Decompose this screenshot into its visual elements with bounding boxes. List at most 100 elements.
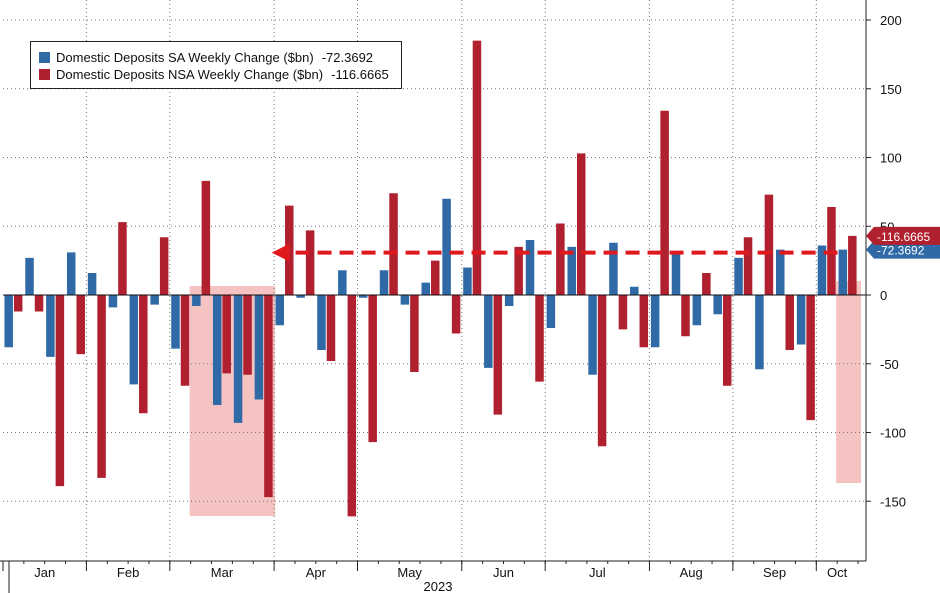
bar-sa: [4, 295, 13, 348]
bar-sa: [713, 295, 722, 315]
bar-sa: [838, 249, 848, 295]
bar-nsa: [681, 295, 690, 337]
bar-sa: [108, 295, 118, 308]
highlight-region-2: [836, 281, 862, 483]
bar-sa: [421, 282, 430, 295]
legend-item-nsa: Domestic Deposits NSA Weekly Change ($bn…: [39, 66, 389, 82]
bar-nsa: [97, 295, 106, 478]
bar-sa: [776, 249, 785, 295]
x-month-label: Sep: [763, 565, 786, 580]
bar-sa: [796, 295, 806, 345]
bar-nsa: [660, 110, 669, 295]
x-month-label: Mar: [211, 565, 234, 580]
bar-sa: [296, 295, 305, 298]
legend-label-nsa: Domestic Deposits NSA Weekly Change ($bn…: [56, 66, 324, 82]
bar-nsa: [576, 153, 586, 295]
bar-nsa: [201, 180, 211, 295]
bar-nsa: [34, 295, 44, 312]
bar-nsa: [55, 295, 65, 487]
bar-nsa: [764, 194, 774, 295]
bar-sa: [546, 295, 556, 328]
x-month-label: Jul: [589, 565, 606, 580]
bar-nsa: [535, 295, 544, 382]
bar-nsa: [493, 295, 503, 415]
bar-nsa: [702, 273, 711, 295]
bar-sa: [630, 286, 639, 295]
bar-nsa: [243, 295, 252, 375]
bar-sa: [504, 295, 514, 306]
x-month-label: Aug: [680, 565, 703, 580]
x-month-label: Feb: [117, 565, 139, 580]
bar-sa: [254, 295, 264, 400]
bar-sa: [442, 198, 451, 295]
last-value-tag-nsa: [866, 226, 940, 245]
bar-sa: [25, 257, 34, 295]
x-month-label: Apr: [306, 565, 327, 580]
bar-nsa: [597, 295, 607, 447]
bar-sa: [817, 245, 827, 295]
bar-sa: [379, 270, 389, 295]
bar-sa: [588, 295, 597, 375]
bar-nsa: [451, 295, 461, 334]
bar-sa: [358, 295, 368, 298]
y-tick-label: -100: [880, 426, 906, 441]
x-month-label: May: [397, 565, 422, 580]
y-tick-label: -150: [880, 494, 906, 509]
bar-sa: [66, 252, 76, 295]
bar-sa: [150, 295, 159, 305]
bar-sa: [463, 267, 472, 295]
x-axis-year-label: 2023: [424, 579, 453, 593]
bar-nsa: [326, 295, 336, 361]
bar-sa: [129, 295, 139, 385]
bar-nsa: [13, 295, 23, 312]
annotation-layer: [271, 243, 838, 262]
bar-nsa: [222, 295, 231, 374]
bar-nsa: [76, 295, 85, 355]
bar-sa: [87, 273, 97, 295]
bar-nsa: [785, 295, 795, 350]
legend: Domestic Deposits SA Weekly Change ($bn)…: [30, 41, 402, 89]
bar-sa: [650, 295, 660, 348]
bar-nsa: [347, 295, 357, 517]
y-tick-label: -50: [880, 357, 899, 372]
bar-nsa: [159, 237, 169, 295]
x-month-label: Jan: [34, 565, 55, 580]
bar-nsa: [556, 223, 565, 295]
bar-sa: [212, 295, 222, 405]
bar-sa: [734, 257, 743, 295]
legend-item-sa: Domestic Deposits SA Weekly Change ($bn)…: [39, 49, 373, 65]
y-tick-label: 100: [880, 151, 902, 166]
last-value-tag-sa: [866, 240, 940, 259]
legend-value-nsa: -116.6665: [331, 66, 389, 82]
bar-layer: [4, 40, 857, 517]
bar-sa: [275, 295, 285, 326]
legend-swatch-sa: [39, 51, 50, 63]
bar-sa: [671, 253, 681, 295]
legend-label-sa: Domestic Deposits SA Weekly Change ($bn): [56, 49, 314, 65]
x-month-label: Oct: [827, 565, 848, 580]
last-value-label-nsa: -116.6665: [877, 230, 930, 244]
bar-sa: [609, 242, 618, 295]
bar-sa: [692, 295, 702, 326]
bar-nsa: [431, 260, 440, 295]
bar-sa: [567, 246, 576, 295]
bar-nsa: [722, 295, 732, 386]
grid-layer: [3, 0, 866, 561]
bar-nsa: [368, 295, 377, 443]
bar-sa: [400, 295, 410, 305]
last-value-label-sa: -72.3692: [877, 244, 925, 258]
bar-nsa: [472, 40, 482, 295]
bar-nsa: [743, 237, 753, 295]
bar-nsa: [639, 295, 649, 348]
bar-sa: [338, 270, 347, 295]
bar-sa: [317, 295, 326, 350]
legend-swatch-nsa: [39, 68, 50, 80]
y-tick-label: 150: [880, 82, 902, 97]
bar-nsa: [848, 235, 857, 295]
bar-sa: [171, 295, 180, 349]
bar-nsa: [389, 193, 398, 295]
bar-sa: [525, 240, 535, 295]
bar-nsa: [618, 295, 628, 330]
